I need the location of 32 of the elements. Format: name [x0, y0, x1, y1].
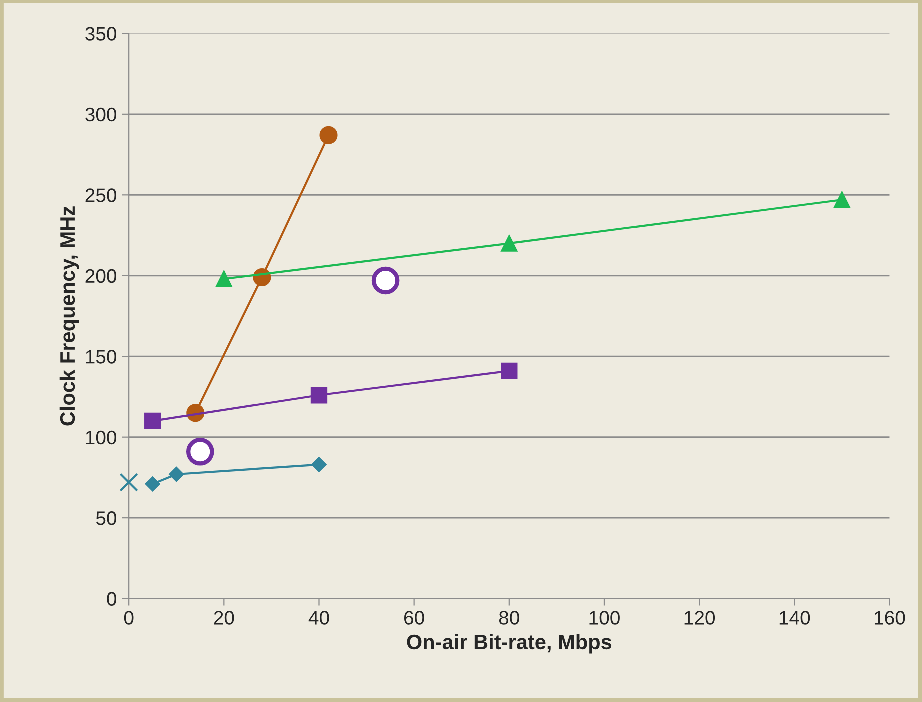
x-tick-label: 140	[780, 611, 810, 625]
point	[144, 412, 162, 430]
point	[320, 126, 338, 144]
x-tick-label: 100	[590, 611, 620, 625]
point	[501, 362, 518, 380]
y-tick-label: 300	[86, 108, 117, 122]
x-tick-label: 160	[874, 611, 906, 625]
y-tick-label: 200	[86, 269, 117, 284]
x-tick-label: 60	[404, 611, 424, 625]
y-tick-label: 350	[86, 27, 117, 41]
point	[216, 270, 232, 288]
x-tick-label: 80	[499, 611, 520, 625]
x-tick-label: 20	[214, 611, 234, 625]
y-tick-label: 150	[86, 350, 117, 364]
x-tick-label: 120	[684, 611, 716, 625]
y-axis-title: Clock Frequency, MHz	[60, 206, 80, 426]
point	[312, 457, 327, 472]
point	[186, 438, 214, 466]
point	[310, 387, 328, 404]
x-tick-label: 0	[124, 611, 134, 625]
point	[120, 473, 138, 492]
point	[501, 235, 518, 252]
point	[145, 476, 160, 492]
y-tick-label: 250	[86, 188, 117, 202]
point	[834, 192, 851, 208]
x-tick-label: 40	[308, 611, 330, 625]
y-tick-label: 0	[107, 592, 117, 606]
point	[372, 266, 400, 295]
x-axis-title: On-air Bit-rate, Mbps	[407, 634, 612, 654]
y-tick-label: 50	[96, 512, 117, 526]
y-tick-label: 100	[86, 430, 117, 445]
point	[169, 466, 184, 482]
